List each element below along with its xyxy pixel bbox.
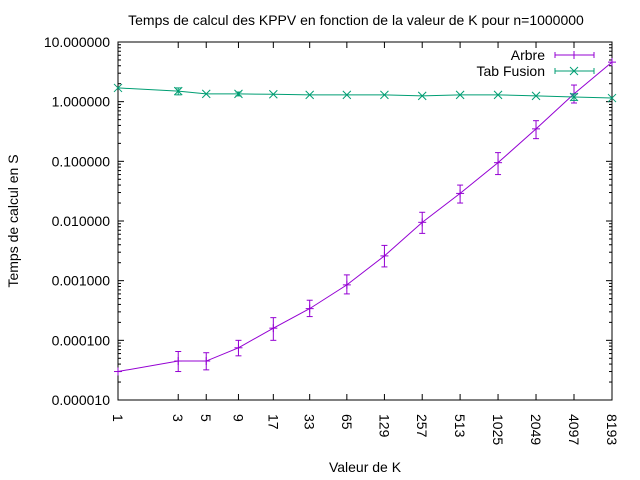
x-tick-label: 129 — [376, 414, 392, 438]
chart-title: Temps de calcul des KPPV en fonction de … — [128, 12, 584, 28]
x-tick-label: 3 — [170, 414, 186, 422]
series-line — [117, 61, 613, 373]
legend-label: Arbre — [511, 47, 545, 63]
x-tick-label: 513 — [452, 414, 468, 438]
series-line — [117, 87, 613, 99]
data-point — [234, 89, 243, 99]
y-tick-label: 1.000000 — [52, 94, 111, 110]
x-tick-label: 5 — [198, 414, 214, 422]
x-tick-label: 8193 — [604, 414, 620, 445]
x-axis-label: Valeur de K — [329, 459, 402, 475]
y-tick-label: 10.000000 — [44, 34, 110, 50]
y-axis-label: Temps de calcul en S — [5, 154, 21, 287]
data-point — [268, 89, 278, 99]
data-point — [569, 92, 579, 102]
y-tick-label: 0.000100 — [52, 332, 111, 348]
x-tick-label: 2049 — [528, 414, 544, 445]
data-point — [201, 89, 211, 99]
data-point — [493, 90, 503, 100]
y-tick-label: 0.000010 — [52, 392, 111, 408]
x-axis: 1 3 5 9 17 33 65 129 257 513 1025 2049 4097 8193 — [110, 42, 620, 445]
data-point — [305, 90, 315, 100]
y-axis: 10.000000 1.000000 0.100000 0.010000 0.00100… — [44, 34, 612, 408]
x-tick-label: 1025 — [490, 414, 506, 445]
series-layer — [113, 58, 617, 376]
data-point — [417, 91, 427, 101]
y-tick-label: 0.010000 — [52, 213, 111, 229]
data-point — [173, 86, 183, 96]
data-point — [569, 66, 579, 76]
x-tick-label: 9 — [230, 414, 246, 422]
data-point — [455, 90, 465, 100]
y-tick-label: 0.001000 — [52, 273, 111, 289]
series-tab-fusion — [113, 83, 617, 103]
data-point — [342, 90, 352, 100]
series-arbre — [114, 58, 616, 376]
data-point — [113, 83, 123, 93]
x-tick-label: 257 — [414, 414, 430, 438]
x-tick-label: 4097 — [566, 414, 582, 445]
x-tick-label: 1 — [110, 414, 126, 422]
data-point — [531, 91, 541, 101]
x-tick-label: 33 — [302, 414, 318, 430]
data-point — [380, 90, 389, 100]
x-tick-label: 17 — [265, 414, 281, 430]
data-point — [607, 93, 617, 103]
x-tick-label: 65 — [339, 414, 355, 430]
y-tick-label: 0.100000 — [52, 153, 111, 169]
legend-label: Tab Fusion — [477, 63, 545, 79]
